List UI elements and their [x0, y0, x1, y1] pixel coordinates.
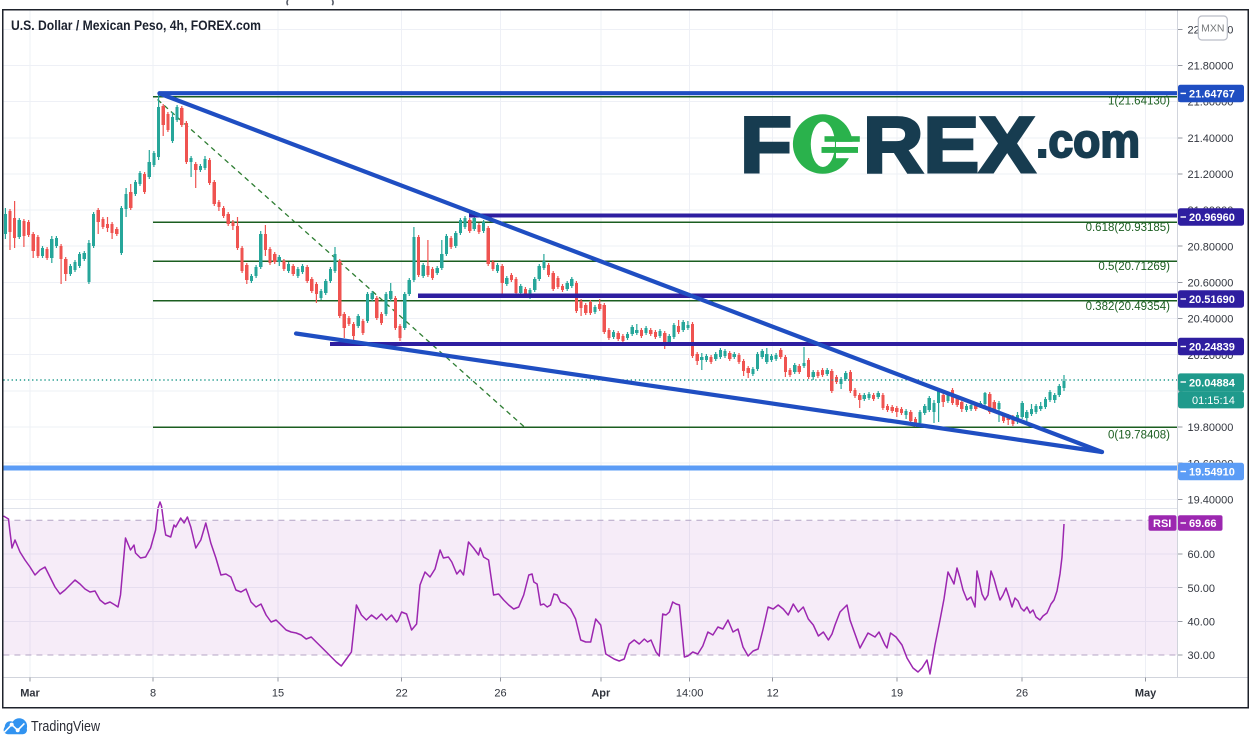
- svg-text:19.80000: 19.80000: [1188, 422, 1234, 434]
- svg-text:20.60000: 20.60000: [1188, 278, 1234, 290]
- svg-text:8: 8: [150, 688, 156, 700]
- svg-text:F: F: [740, 100, 792, 189]
- svg-text:TradingView: TradingView: [31, 719, 100, 735]
- svg-text:20.80000: 20.80000: [1188, 241, 1234, 253]
- svg-text:20.24839: 20.24839: [1189, 342, 1235, 354]
- svg-text:21.64767: 21.64767: [1189, 89, 1235, 101]
- svg-text:21.40000: 21.40000: [1188, 133, 1234, 145]
- svg-text:May: May: [1135, 688, 1157, 700]
- svg-text:12: 12: [767, 688, 779, 700]
- svg-text:RSI: RSI: [1153, 518, 1171, 530]
- svg-text:50.00: 50.00: [1188, 583, 1216, 595]
- svg-text:21.20000: 21.20000: [1188, 169, 1234, 181]
- svg-text:40.00: 40.00: [1188, 617, 1216, 629]
- svg-text:19: 19: [891, 688, 903, 700]
- svg-text:MXN: MXN: [1201, 22, 1224, 34]
- svg-text:21.80000: 21.80000: [1188, 61, 1234, 73]
- svg-text:69.66: 69.66: [1189, 518, 1217, 530]
- svg-text:30.00: 30.00: [1188, 650, 1216, 662]
- svg-text:0.5(20.71269): 0.5(20.71269): [1098, 261, 1170, 273]
- svg-text:REX: REX: [863, 100, 1035, 189]
- svg-text:22: 22: [396, 688, 408, 700]
- svg-text:0.382(20.49354): 0.382(20.49354): [1086, 301, 1171, 313]
- svg-text:19.54910: 19.54910: [1189, 467, 1235, 479]
- svg-text:26: 26: [494, 688, 506, 700]
- svg-text:26: 26: [1016, 688, 1028, 700]
- svg-text:60.00: 60.00: [1188, 549, 1216, 561]
- svg-text:0.618(20.93185): 0.618(20.93185): [1086, 222, 1171, 234]
- svg-text:Apr: Apr: [591, 688, 611, 700]
- svg-text:Mar: Mar: [20, 688, 40, 700]
- svg-text:14:00: 14:00: [676, 688, 704, 700]
- svg-text:20.04884: 20.04884: [1189, 377, 1236, 389]
- svg-text:1(21.64130): 1(21.64130): [1108, 96, 1170, 108]
- svg-text:0(19.78408): 0(19.78408): [1108, 430, 1170, 442]
- svg-text:19.40000: 19.40000: [1188, 495, 1234, 507]
- svg-text:20.96960: 20.96960: [1189, 212, 1235, 224]
- svg-text:.com: .com: [1036, 114, 1140, 167]
- svg-text:15: 15: [272, 688, 284, 700]
- svg-text:01:15:14: 01:15:14: [1192, 395, 1235, 407]
- svg-text:20.40000: 20.40000: [1188, 314, 1234, 326]
- svg-text:U.S. Dollar / Mexican Peso, 4h: U.S. Dollar / Mexican Peso, 4h, FOREX.co…: [11, 18, 261, 33]
- svg-text:20.51690: 20.51690: [1189, 294, 1235, 306]
